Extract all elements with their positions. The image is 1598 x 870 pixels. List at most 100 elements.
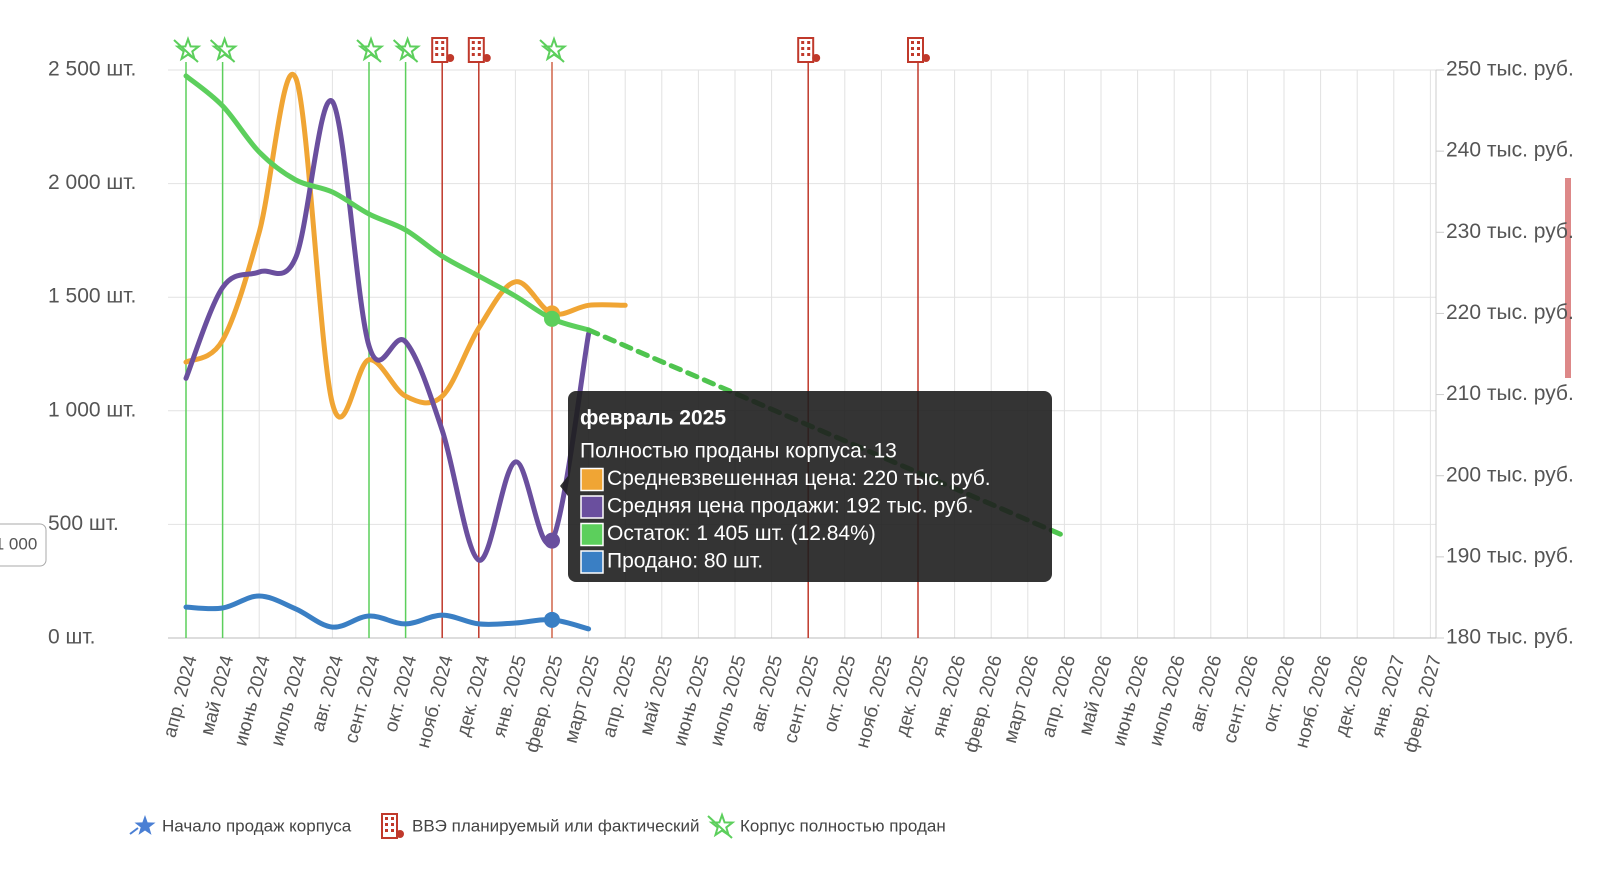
tooltip-row: Полностью проданы корпуса: 13: [580, 440, 897, 463]
tooltip-arrow: [560, 476, 568, 496]
event-icon-trail: [392, 39, 419, 63]
x-tick-label: март 2025: [561, 653, 605, 745]
event-icon-window: [917, 41, 920, 44]
series-line: [183, 72, 628, 420]
event-icon-window: [807, 47, 811, 50]
event-icon-trail: [209, 39, 236, 63]
x-tick-label: июнь 2024: [231, 653, 275, 748]
legend-icon: [708, 811, 736, 838]
x-tick-label: нояб. 2025: [852, 653, 897, 750]
event-icon-window: [807, 41, 811, 44]
tooltip-swatch: [580, 467, 604, 492]
x-tick-label: дек. 2026: [1331, 653, 1373, 738]
event-icon-gear: [446, 54, 455, 62]
x-tick-label: сент. 2026: [1220, 653, 1264, 745]
tooltip-swatch: [580, 522, 604, 547]
x-tick-label: апр. 2024: [160, 653, 202, 740]
y-tick-label: 2 500 шт.: [48, 58, 136, 81]
x-tick-label: июнь 2025: [670, 653, 714, 748]
legend-icon: [134, 815, 156, 835]
y2-tick-label: 230 тыс. руб.: [1446, 220, 1574, 243]
y-tick-label: 0 шт.: [48, 626, 96, 649]
event-icon: [211, 35, 238, 62]
side-badge: 1 000: [0, 534, 37, 553]
event-icon-window: [477, 53, 481, 56]
legend-icon-window: [385, 823, 388, 826]
x-tick-label: окт. 2025: [820, 653, 861, 734]
x-tick-label: нояб. 2026: [1291, 653, 1336, 750]
event-icon-window: [471, 41, 475, 44]
x-tick-label: янв. 2026: [928, 653, 970, 739]
y2-tick-label: 200 тыс. руб.: [1446, 463, 1574, 486]
side-badge-box: [0, 523, 47, 567]
event-icon-window: [911, 53, 914, 56]
legend-label: Начало продаж корпуса: [162, 816, 352, 835]
legend-icon-window: [385, 817, 388, 820]
event-icon-window: [801, 53, 805, 56]
event-icon-window: [441, 41, 445, 44]
y2-tick-label: 240 тыс. руб.: [1446, 139, 1574, 162]
event-icon-window: [435, 53, 439, 56]
tooltip-row: Средняя цена продажи: 192 тыс. руб.: [607, 495, 974, 518]
side-strip: [1565, 178, 1571, 378]
x-tick-label: апр. 2025: [599, 653, 641, 740]
x-tick-label: авг. 2026: [1186, 653, 1227, 734]
event-icon-gear: [812, 54, 821, 62]
tooltip-swatch: [580, 550, 604, 574]
event-icon: [431, 37, 449, 63]
x-tick-label: сент. 2025: [780, 653, 824, 745]
event-icon-window: [471, 47, 475, 50]
x-tick-label: апр. 2026: [1038, 653, 1080, 740]
x-tick-label: авг. 2024: [308, 653, 349, 734]
event-icon-trail: [173, 39, 199, 63]
event-icon-trail: [539, 39, 565, 63]
event-icon-window: [917, 47, 920, 50]
y2-tick-label: 220 тыс. руб.: [1446, 301, 1574, 324]
series-line: [183, 73, 592, 333]
event-icon-window: [441, 53, 445, 56]
legend-icon-window: [385, 829, 388, 832]
x-tick-label: март 2026: [1000, 653, 1044, 745]
legend-icon-window: [391, 817, 394, 820]
series-line: [183, 98, 592, 563]
event-icon: [467, 37, 485, 63]
x-tick-label: июль 2026: [1146, 653, 1190, 748]
x-tick-label: дек. 2024: [453, 653, 495, 739]
x-tick-label: май 2024: [197, 653, 239, 738]
tooltip-row: Средневзвешенная цена: 220 тыс. руб.: [607, 467, 991, 490]
event-icon-window: [807, 53, 811, 56]
x-tick-label: окт. 2024: [381, 653, 422, 735]
event-icon: [540, 35, 568, 62]
y2-tick-label: 180 тыс. руб.: [1446, 626, 1574, 649]
event-icon-window: [477, 41, 481, 44]
event-icon-window: [435, 47, 439, 50]
event-icon: [357, 35, 385, 62]
tooltip-row: Остаток: 1 405 шт. (12.84%): [607, 522, 876, 545]
y-tick-label: 1 000 шт.: [48, 398, 136, 421]
x-tick-label: янв. 2025: [489, 653, 531, 739]
x-tick-label: май 2025: [636, 653, 677, 737]
legend-label: ВВЭ планируемый или фактический: [412, 816, 699, 835]
event-icon-gear: [482, 54, 491, 62]
x-tick-label: дек. 2025: [892, 653, 934, 738]
tooltip-title: февраль 2025: [580, 407, 726, 430]
event-icon-gear: [922, 54, 930, 62]
tooltip-box: [568, 391, 1052, 582]
y-tick-label: 2 000 шт.: [48, 171, 136, 194]
event-icon-window: [801, 47, 805, 50]
x-tick-label: янв. 2027: [1368, 653, 1410, 739]
event-icon-window: [435, 41, 439, 44]
legend-icon-trail: [707, 815, 733, 839]
event-icon-trail: [356, 39, 382, 63]
y2-tick-label: 190 тыс. руб.: [1446, 544, 1574, 567]
x-tick-label: окт. 2026: [1259, 653, 1300, 734]
y-tick-label: 1 500 шт.: [48, 285, 136, 308]
y2-tick-label: 210 тыс. руб.: [1446, 382, 1574, 405]
legend-icon-window: [391, 829, 394, 832]
x-tick-label: авг. 2025: [747, 653, 788, 734]
legend-icon-gear: [396, 830, 404, 838]
y2-tick-label: 250 тыс. руб.: [1446, 58, 1574, 81]
series-line: [183, 593, 592, 632]
event-icon-window: [801, 41, 805, 44]
